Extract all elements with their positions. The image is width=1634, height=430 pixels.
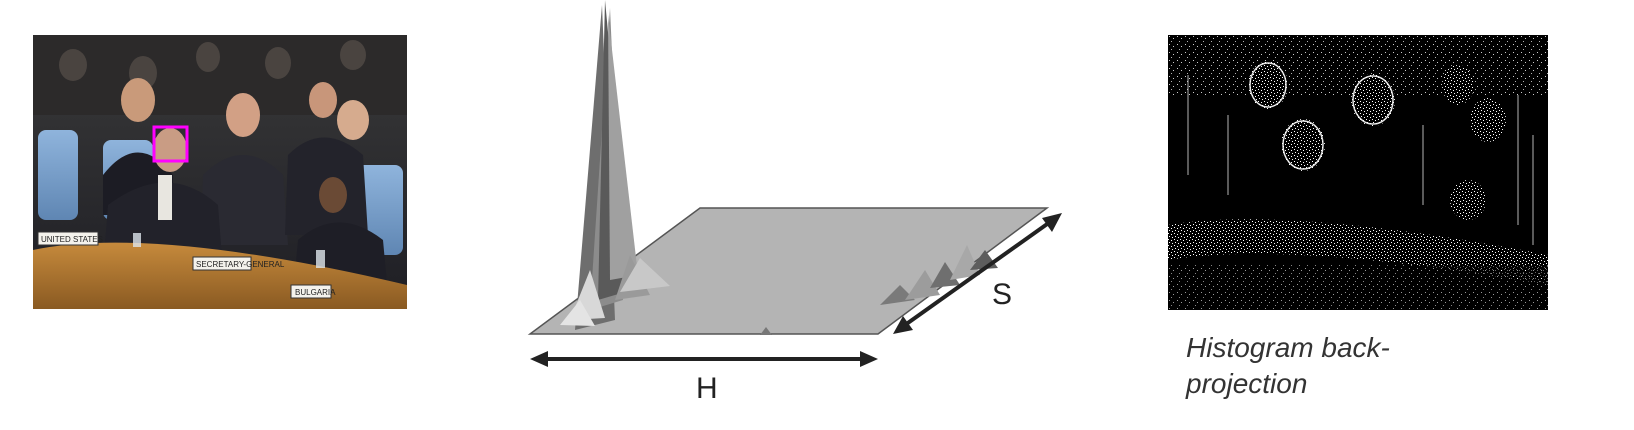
source-photo: UNITED STATES SECRETARY-GENERAL BULGARIA bbox=[33, 35, 407, 309]
hs-histogram-plot: H S bbox=[527, 0, 1062, 405]
s-axis-arrow bbox=[893, 213, 1062, 334]
svg-text:BULGARIA: BULGARIA bbox=[295, 288, 336, 297]
histogram-minor-peaks bbox=[760, 245, 998, 335]
backprojection-illustration bbox=[1168, 35, 1548, 310]
source-photo-illustration: UNITED STATES SECRETARY-GENERAL BULGARIA bbox=[33, 35, 407, 309]
s-axis-label: S bbox=[992, 278, 1012, 311]
face-box bbox=[152, 125, 189, 163]
histogram-main-peak bbox=[560, 0, 670, 330]
backprojection-caption: Histogram back-projection bbox=[1186, 332, 1390, 399]
backprojection-image bbox=[1168, 35, 1548, 310]
svg-text:SECRETARY-GENERAL: SECRETARY-GENERAL bbox=[196, 260, 285, 269]
h-axis-label: H bbox=[696, 372, 718, 405]
hs-histogram: H S bbox=[520, 0, 1080, 410]
svg-text:UNITED STATES: UNITED STATES bbox=[41, 235, 103, 244]
h-axis-arrow bbox=[530, 351, 878, 367]
